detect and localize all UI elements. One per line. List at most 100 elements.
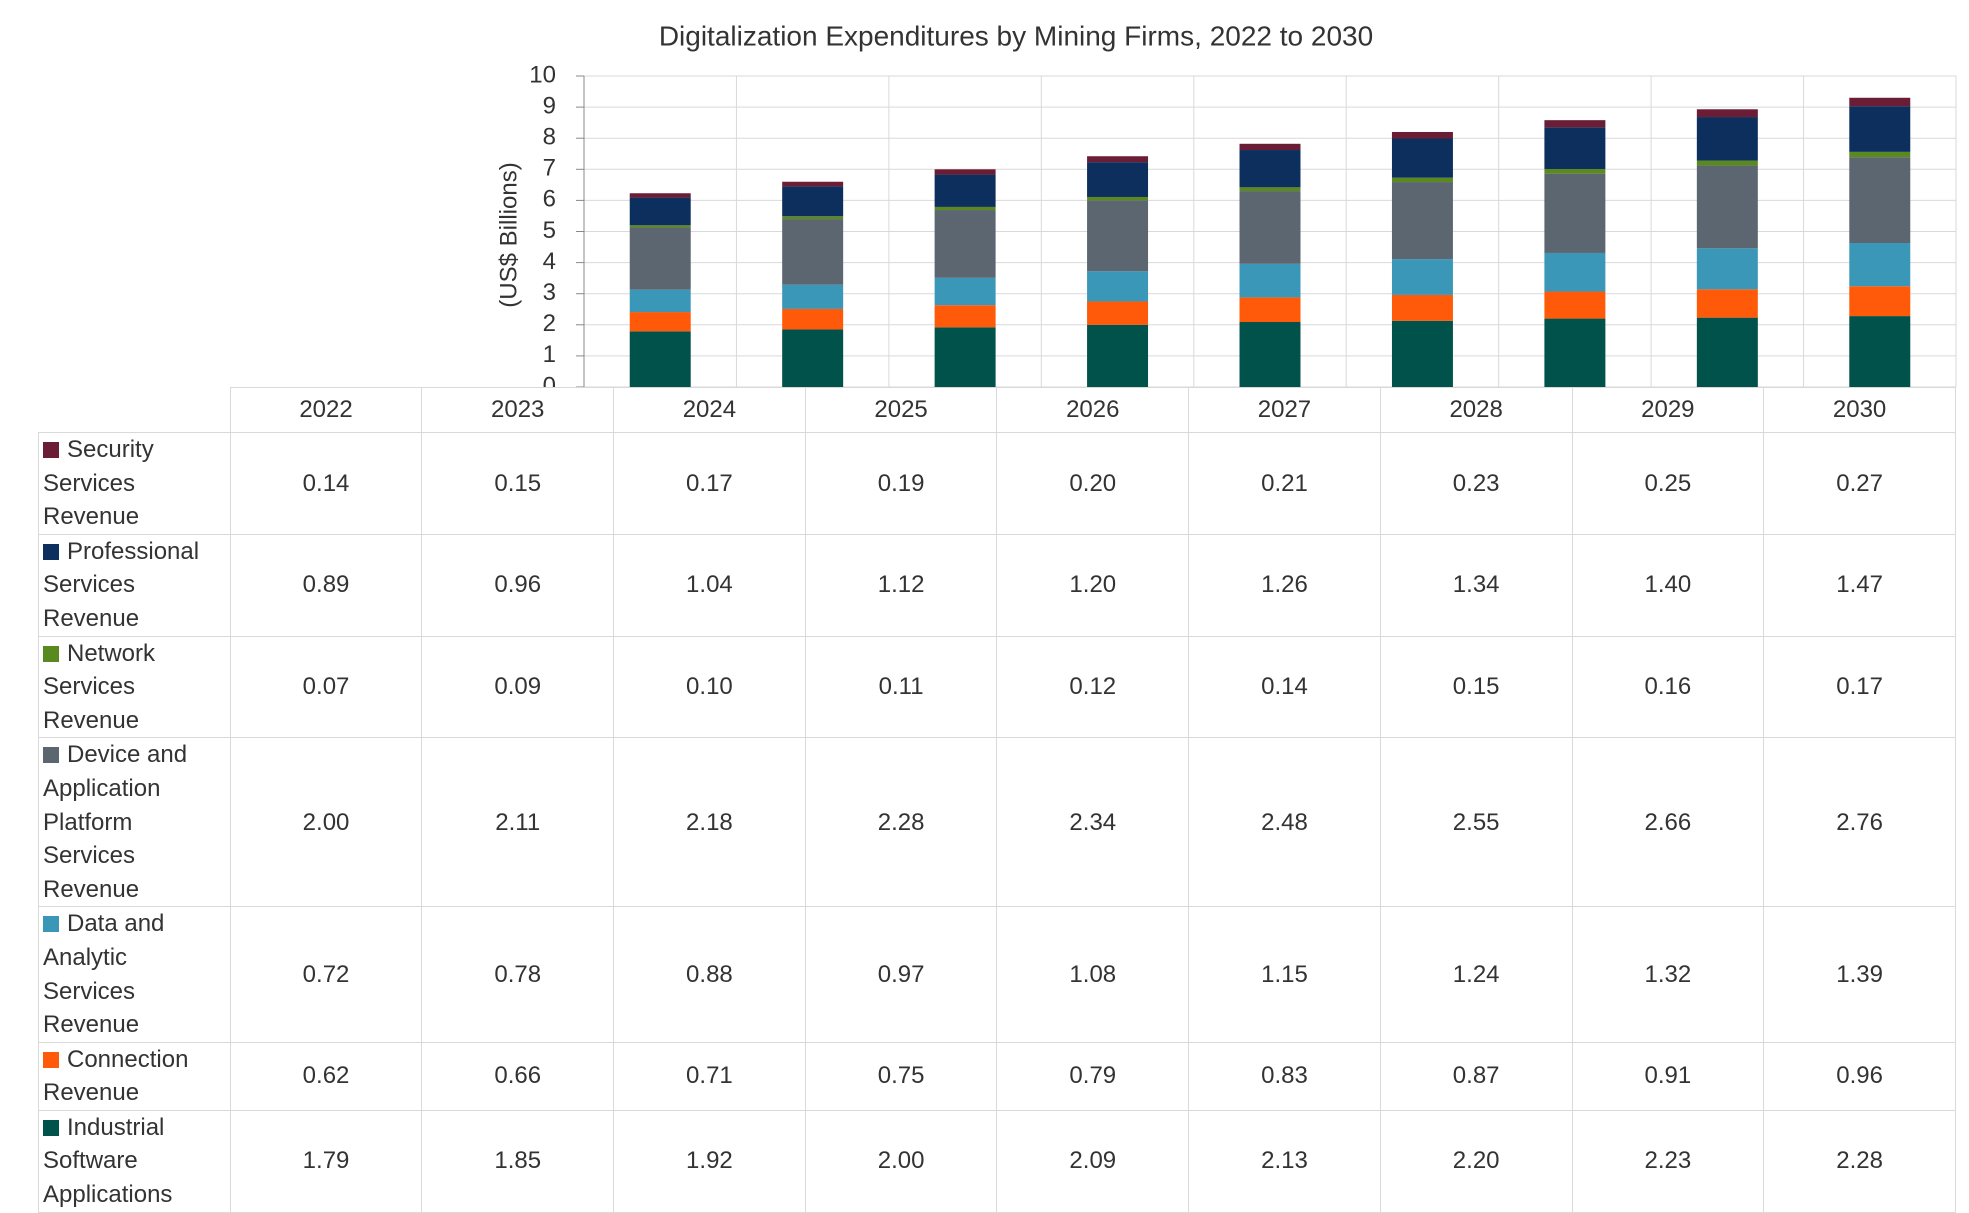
value-cell: 2.34: [996, 737, 1190, 908]
value-cell: 1.12: [804, 533, 998, 637]
value-cell: 0.96: [1763, 1041, 1956, 1111]
legend-swatch: [43, 442, 59, 458]
x-tick-label: 2025: [804, 387, 998, 433]
legend-label: Network Services Revenue: [43, 639, 156, 734]
bar-segment: [629, 193, 691, 198]
bar-segment: [1849, 157, 1911, 244]
x-tick-label: 2029: [1571, 387, 1765, 433]
value-cell: 2.00: [229, 737, 423, 908]
bar-segment: [1696, 165, 1758, 249]
bar-segment: [1849, 106, 1911, 152]
bar-segment: [1544, 120, 1606, 128]
bar-segment: [1087, 301, 1149, 325]
value-cell: 0.96: [421, 533, 615, 637]
bar-segment: [1849, 286, 1911, 317]
value-cell: 0.23: [1379, 432, 1573, 535]
bar-segment: [1391, 320, 1453, 387]
y-tick-label: 1: [543, 341, 556, 368]
bar-segment: [1087, 196, 1149, 201]
table-row: Data and Analytic Services Revenue 0.72 0.…: [38, 906, 1956, 1043]
bar-segment: [1087, 200, 1149, 272]
x-tick-label: 2024: [613, 387, 806, 433]
legend-cell: Industrial Software Applications: [38, 1109, 231, 1213]
y-tick-label: 10: [529, 61, 556, 88]
value-cell: 0.89: [229, 533, 423, 637]
value-cell: 2.11: [421, 737, 615, 908]
bar-segment: [934, 210, 996, 278]
chart: Digitalization Expenditures by Mining Fi…: [495, 20, 1957, 387]
value-cell: 1.79: [229, 1109, 423, 1213]
bar-segment: [1087, 156, 1149, 163]
table-row: Device and Application Platform Services…: [38, 737, 1956, 908]
bar-segment: [1087, 162, 1149, 197]
value-cell: 2.23: [1571, 1109, 1765, 1213]
value-cell: 0.79: [996, 1041, 1190, 1111]
value-cell: 1.26: [1188, 533, 1381, 637]
bar-segment: [1544, 291, 1606, 319]
legend-swatch: [43, 645, 59, 662]
value-cell: 1.47: [1763, 533, 1956, 637]
legend-swatch: [43, 747, 59, 764]
y-tick-label: 7: [543, 155, 556, 182]
bar-segment: [934, 174, 996, 207]
bar-segment: [934, 277, 996, 306]
bar-segment: [1849, 316, 1911, 387]
table-row: Professional Services Revenue 0.89 0.96 1.0…: [38, 533, 1956, 637]
bar-segment: [782, 219, 844, 285]
bar-segment: [1239, 143, 1301, 151]
value-cell: 1.40: [1571, 533, 1765, 637]
y-tick-label: 0: [543, 372, 556, 387]
bar-segment: [1391, 294, 1453, 321]
value-cell: 0.11: [804, 635, 998, 739]
value-cell: 0.14: [229, 432, 423, 535]
value-cell: 2.18: [613, 737, 806, 908]
bar-segment: [782, 284, 844, 309]
value-cell: 2.09: [996, 1109, 1190, 1213]
bar-segment: [629, 197, 691, 226]
bar-segment: [782, 181, 844, 187]
table-corner: [39, 388, 231, 433]
bar-segment: [629, 289, 691, 313]
legend-cell: Data and Analytic Services Revenue: [38, 906, 231, 1043]
bar-segment: [934, 327, 996, 387]
value-cell: 1.32: [1571, 906, 1765, 1043]
value-cell: 0.83: [1188, 1041, 1381, 1111]
bar-segment: [1849, 97, 1911, 107]
chart-title: Digitalization Expenditures by Mining Fi…: [659, 20, 1373, 51]
value-cell: 0.91: [1571, 1041, 1765, 1111]
y-tick-label: 9: [543, 92, 556, 119]
bar-segment: [1696, 248, 1758, 290]
value-cell: 0.10: [613, 635, 806, 739]
value-cell: 0.25: [1571, 432, 1765, 535]
table-header: 2022 2023 2024 2025 2026 2027 2028 2029 2030: [39, 387, 1956, 433]
bar-segment: [1696, 289, 1758, 318]
bar-segment: [1544, 168, 1606, 174]
value-cell: 0.87: [1379, 1041, 1573, 1111]
legend-cell: Network Services Revenue: [38, 635, 231, 739]
value-cell: 2.13: [1188, 1109, 1381, 1213]
value-cell: 0.17: [613, 432, 806, 535]
bar-segment: [782, 329, 844, 387]
legend-swatch: [43, 1051, 59, 1068]
value-cell: 1.39: [1763, 906, 1956, 1043]
bar-segment: [934, 169, 996, 175]
value-cell: 1.08: [996, 906, 1190, 1043]
bar-segment: [629, 331, 691, 387]
y-tick-label: 3: [543, 279, 556, 306]
value-cell: 1.04: [613, 533, 806, 637]
bar-segment: [782, 308, 844, 330]
value-cell: 0.21: [1188, 432, 1381, 535]
bar-segment: [1087, 271, 1149, 302]
value-cell: 1.85: [421, 1109, 615, 1213]
page: Digitalization Expenditures by Mining Fi…: [38, 20, 1957, 1213]
y-axis-label: (US$ Billions): [495, 162, 522, 307]
value-cell: 0.14: [1188, 635, 1381, 739]
bar-segment: [1696, 117, 1758, 161]
bar-segment: [629, 227, 691, 290]
legend-cell: Professional Services Revenue: [38, 533, 231, 637]
value-cell: 2.00: [804, 1109, 998, 1213]
legend-cell: Connection Revenue: [38, 1041, 231, 1111]
bar-segment: [1849, 151, 1911, 158]
value-cell: 2.20: [1379, 1109, 1573, 1213]
value-cell: 0.66: [421, 1041, 615, 1111]
